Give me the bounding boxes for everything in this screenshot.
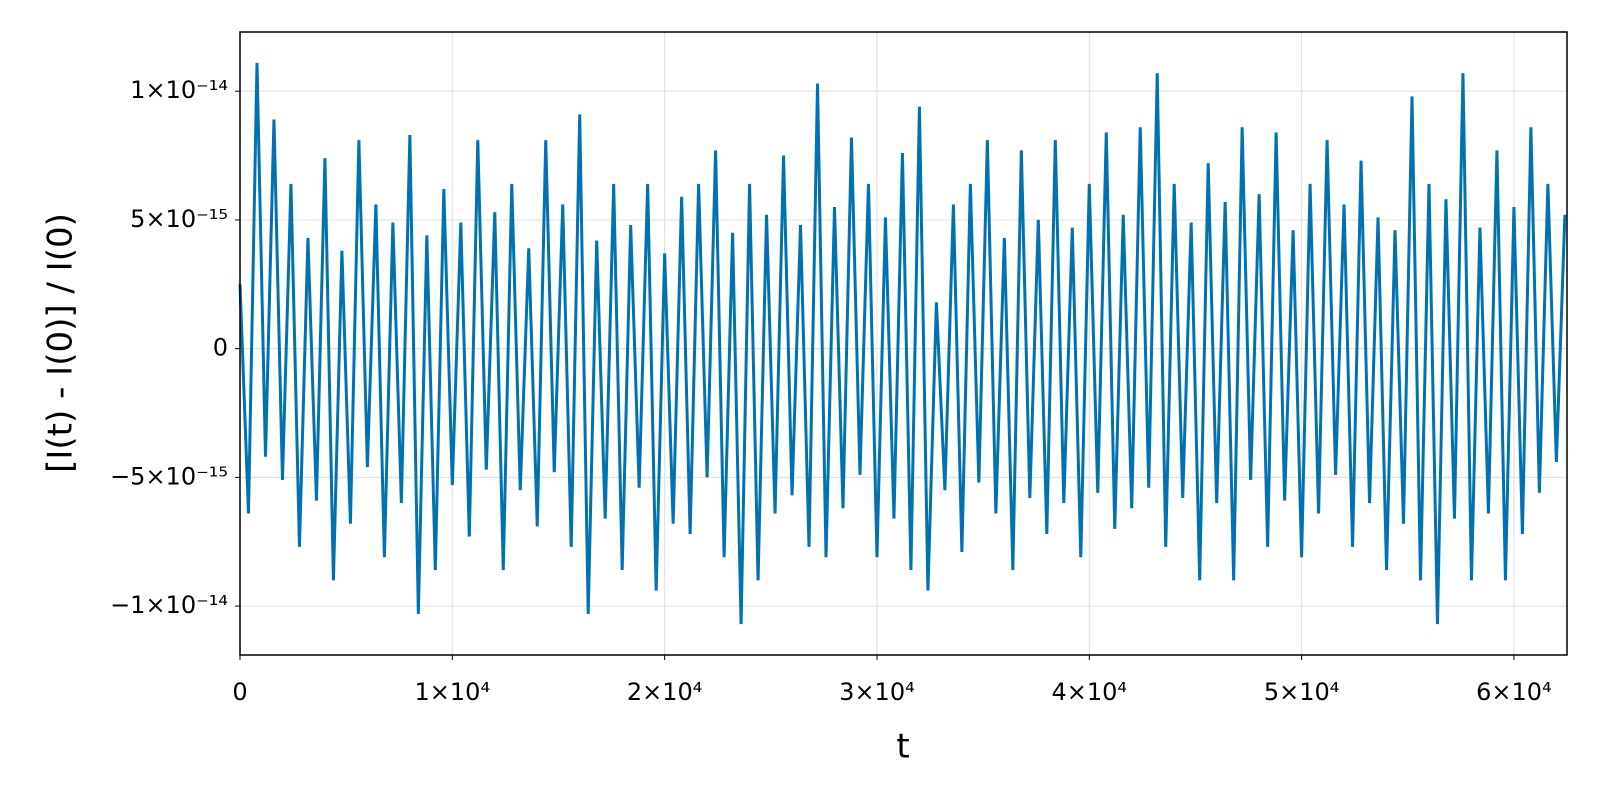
y-tick-label: 1×10⁻¹⁴ [130, 76, 228, 104]
y-tick-label: 0 [213, 334, 228, 362]
x-tick-label: 2×10⁴ [627, 678, 703, 706]
y-axis-title: [I(t) - I(0)] / I(0) [41, 213, 81, 473]
x-axis-title: t [896, 727, 909, 767]
plot-area [238, 62, 1567, 625]
x-tick-label: 5×10⁴ [1264, 678, 1340, 706]
x-tick-label: 0 [232, 678, 247, 706]
x-tick-label: 3×10⁴ [839, 678, 915, 706]
y-tick-label: −1×10⁻¹⁴ [110, 591, 228, 619]
data-line [238, 62, 1567, 625]
y-tick-label: −5×10⁻¹⁵ [110, 462, 228, 490]
plot-frame [239, 31, 1568, 656]
y-tick-label: 5×10⁻¹⁵ [130, 205, 228, 233]
x-tick-label: 4×10⁴ [1052, 678, 1128, 706]
x-tick-label: 6×10⁴ [1476, 678, 1552, 706]
x-tick-label: 1×10⁴ [415, 678, 491, 706]
